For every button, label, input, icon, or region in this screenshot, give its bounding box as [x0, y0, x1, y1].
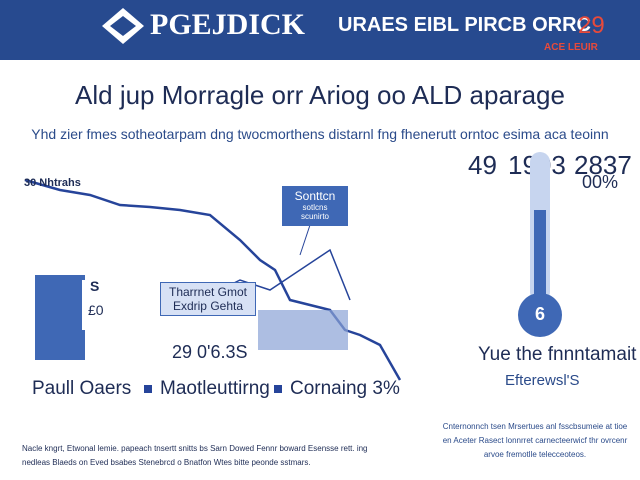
header-headline: URAES EIBL PIRCB ORRC — [338, 14, 591, 36]
title: Ald jup Morragle orr Ariog oo ALD aparag… — [75, 80, 565, 110]
header-number: 29 — [578, 12, 605, 39]
header-bar — [0, 0, 640, 60]
logo-icon — [102, 8, 144, 44]
chart-note: 29 0'6.3S — [172, 342, 248, 362]
legend-swatch — [144, 385, 152, 393]
building-block — [258, 310, 348, 350]
icon-value: £0 — [88, 302, 104, 318]
footnote: en Aceter Rasect lonnrret carnecteerwicf… — [442, 436, 628, 445]
header-tag: ACE LEUIR — [544, 42, 598, 53]
callout: Sonttcn sotlcns scunirto — [282, 186, 348, 226]
gauge-caption: Yue the fnnntamait — [478, 344, 637, 365]
callout-line: scunirto — [300, 212, 329, 221]
stat-sub: 00% — [582, 172, 619, 192]
legend-item: Paull Oaers — [32, 378, 132, 399]
footnote: arvoe fremotlle telecceoteos. — [483, 450, 587, 459]
chart-label: 30 Nhtrahs — [24, 177, 81, 189]
footnote: Cnternonnch tsen Mrsertues anl fsscbsume… — [442, 422, 628, 431]
icon-cutout — [82, 280, 122, 330]
footnote: nedleas Blaeds on Eved bsabes Stenebrcd … — [22, 458, 311, 467]
footnote: Nacle kngrt, Etwonal lemie. papeach tnse… — [22, 444, 368, 453]
legend-swatch — [274, 385, 282, 393]
logo-text: PGEJDICK — [150, 8, 306, 41]
info-box: Tharrnet Gmot Exdrip Gehta — [160, 282, 256, 316]
info-box-line: Tharrnet Gmot — [168, 285, 248, 299]
stat: 2837 — [574, 150, 632, 180]
gauge — [518, 152, 562, 337]
callout-pointer — [299, 224, 311, 256]
legend-item: Maotleuttirng — [160, 378, 270, 399]
icon-block — [35, 275, 85, 360]
info-box-line: Exdrip Gehta — [172, 299, 244, 313]
callout-line: sotlcns — [302, 203, 328, 212]
stat: 49 — [468, 150, 497, 180]
gauge-value: 6 — [534, 304, 545, 324]
gauge-sub: Efterewsl'S — [505, 372, 580, 389]
chart-area — [24, 178, 402, 381]
icon-text: S — [90, 278, 100, 294]
legend-item: Cornaing 3% — [290, 378, 400, 399]
trend-line — [24, 178, 402, 381]
subtitle: Yhd zier fmes sotheotarpam dng twocmorth… — [31, 126, 609, 142]
callout-title: Sonttcn — [294, 189, 336, 203]
